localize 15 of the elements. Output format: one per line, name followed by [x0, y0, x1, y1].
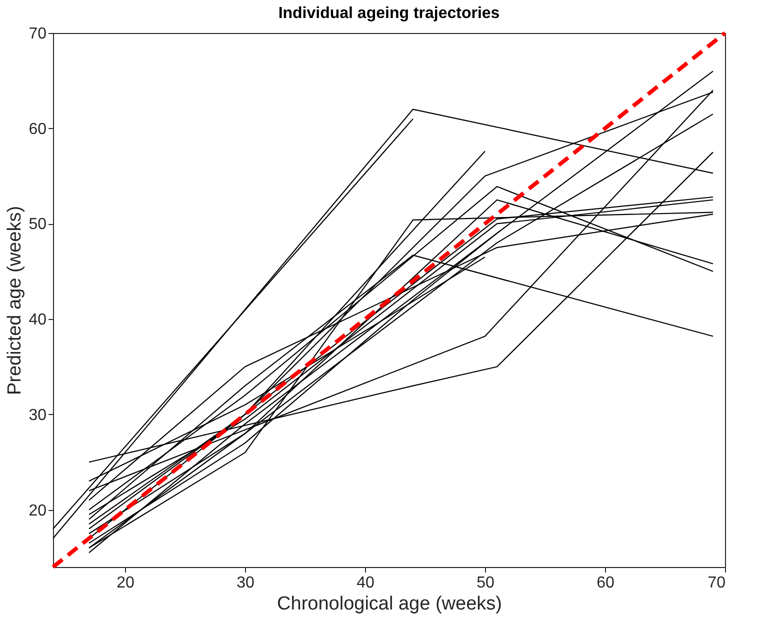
y-tick-label: 60 [28, 120, 47, 138]
x-axis-title: Chronological age (weeks) [277, 594, 502, 614]
y-axis-title: Predicted age (weeks) [4, 206, 26, 396]
y-tick-label: 20 [28, 502, 47, 520]
x-tick-label: 20 [116, 574, 134, 592]
x-tick-label: 30 [236, 574, 254, 592]
x-tick-label: 70 [708, 574, 726, 592]
x-tick-label: 60 [596, 574, 614, 592]
y-tick-label: 70 [28, 26, 47, 42]
x-tick-label: 40 [356, 574, 374, 592]
y-tick-label: 40 [28, 312, 47, 329]
chart-title: Individual ageing trajectories [278, 5, 500, 22]
y-tick-label: 50 [28, 216, 47, 234]
x-tick-label: 50 [476, 574, 494, 592]
y-tick-label: 30 [28, 406, 47, 424]
